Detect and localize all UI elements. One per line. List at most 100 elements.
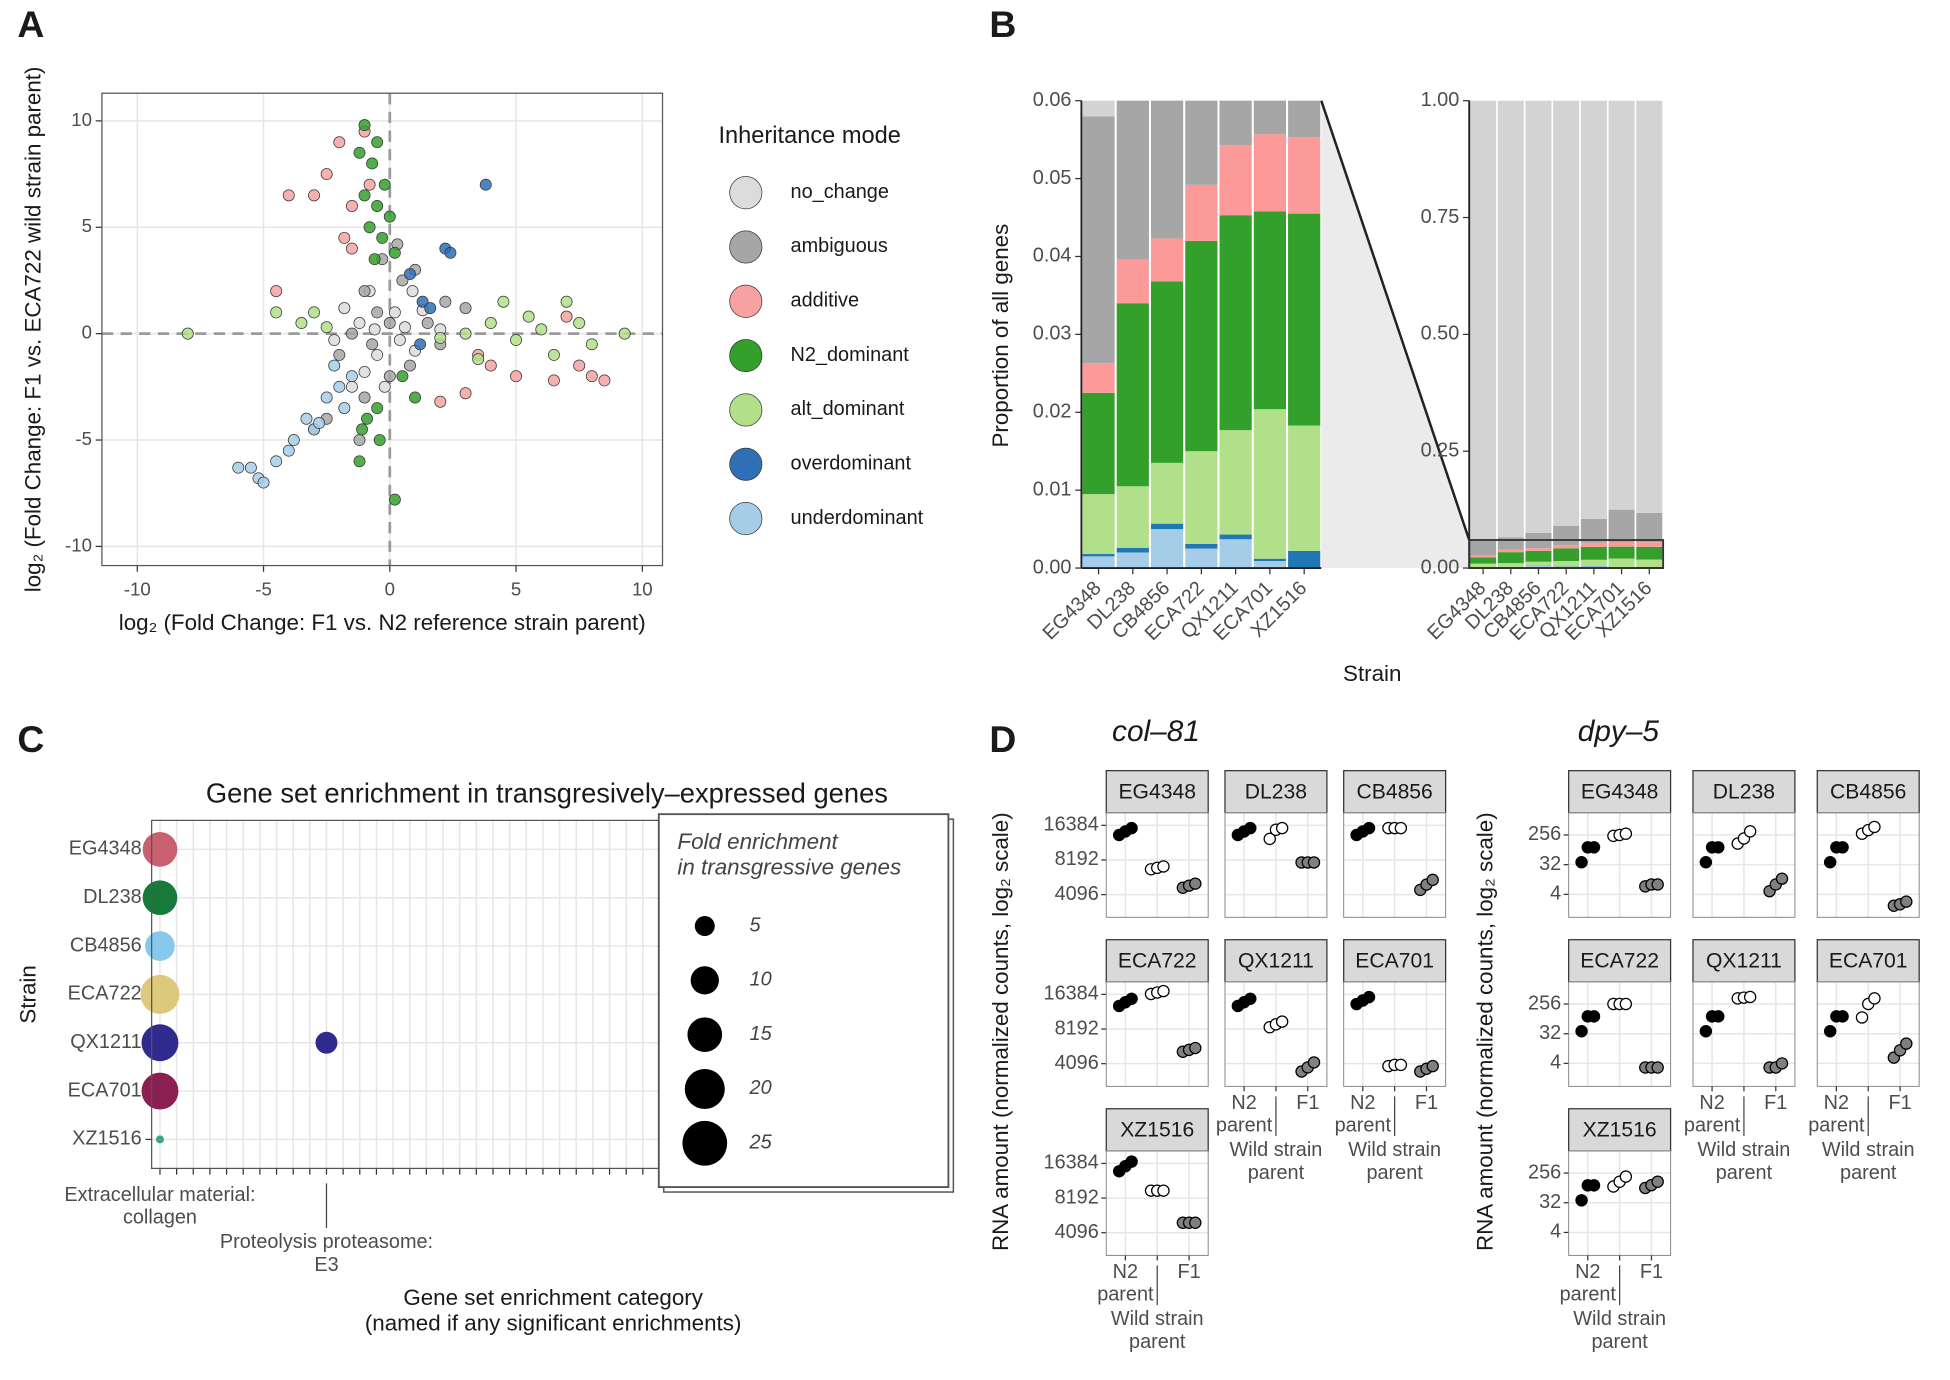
y-tick-label: 4096 bbox=[1055, 883, 1099, 905]
point bbox=[424, 302, 437, 315]
legend-label: no_change bbox=[791, 181, 889, 203]
bar-segment bbox=[1497, 100, 1524, 538]
legend-label: 5 bbox=[750, 914, 762, 936]
point bbox=[1775, 872, 1789, 885]
text-line: parent bbox=[1591, 1331, 1648, 1353]
y-tick-label: 10 bbox=[71, 109, 92, 130]
bar-segment bbox=[1116, 259, 1149, 304]
bar-segment bbox=[1219, 430, 1252, 535]
point bbox=[459, 302, 472, 315]
text-line: N2 bbox=[1824, 1092, 1849, 1114]
text-line: parent bbox=[1808, 1115, 1865, 1137]
facet-strip bbox=[1343, 939, 1447, 983]
y-tick-label: 8192 bbox=[1055, 1186, 1099, 1208]
facet-strip bbox=[1224, 939, 1328, 983]
text-line: N2 bbox=[1699, 1092, 1724, 1114]
point bbox=[345, 327, 358, 340]
point bbox=[1157, 1184, 1170, 1197]
point bbox=[585, 338, 598, 351]
point bbox=[1775, 1057, 1789, 1070]
point bbox=[1575, 855, 1588, 869]
y-tick-label: 0.00 bbox=[1421, 556, 1460, 578]
point bbox=[1868, 992, 1881, 1005]
point bbox=[1823, 1025, 1837, 1038]
bar-segment bbox=[1580, 518, 1607, 543]
bar-segment bbox=[1470, 100, 1497, 541]
bar-segment bbox=[1082, 363, 1115, 393]
y-tick-label: 32 bbox=[1539, 1022, 1561, 1044]
bar-segment bbox=[1116, 547, 1149, 553]
x-tick-label: F1 bbox=[1415, 1092, 1438, 1114]
y-tick-label: 0.75 bbox=[1421, 206, 1460, 228]
point bbox=[371, 200, 384, 212]
x-tick-label: Proteolysis proteasome: E3 bbox=[220, 1231, 433, 1276]
point bbox=[1157, 860, 1170, 873]
point bbox=[1651, 1061, 1664, 1074]
x-tick-label: 5 bbox=[511, 578, 521, 599]
legend-swatch bbox=[729, 339, 763, 373]
text-line: parent bbox=[1560, 1284, 1617, 1306]
text-line: collagen bbox=[123, 1207, 197, 1229]
point bbox=[1307, 1056, 1321, 1069]
point bbox=[535, 323, 548, 336]
legend-label: ambiguous bbox=[791, 235, 888, 257]
point bbox=[257, 476, 270, 489]
point bbox=[142, 880, 178, 916]
point bbox=[1426, 873, 1439, 887]
point bbox=[282, 189, 295, 202]
point bbox=[414, 338, 427, 351]
point bbox=[353, 434, 366, 446]
text-line: parent bbox=[1366, 1162, 1423, 1184]
point bbox=[1307, 856, 1321, 869]
point bbox=[396, 370, 409, 383]
x-tick-label: N2 parent bbox=[1216, 1092, 1273, 1137]
point bbox=[320, 168, 333, 181]
bar-segment bbox=[1636, 542, 1663, 547]
point bbox=[393, 334, 406, 346]
point bbox=[1125, 992, 1138, 1006]
y-tick-label: DL238 bbox=[83, 886, 142, 908]
y-tick-label: 32 bbox=[1539, 853, 1561, 875]
y-tick-label: 16384 bbox=[1044, 983, 1099, 1005]
y-tick-label: 16384 bbox=[1044, 1152, 1099, 1174]
point bbox=[421, 317, 434, 329]
x-tick-label: F1 bbox=[1640, 1261, 1663, 1283]
point bbox=[1426, 1059, 1439, 1073]
plot-border bbox=[1692, 812, 1796, 918]
point bbox=[396, 274, 409, 287]
y-tick-label: 256 bbox=[1528, 992, 1561, 1014]
bar-segment bbox=[1608, 509, 1635, 543]
bar-segment bbox=[1253, 558, 1287, 562]
bar-segment bbox=[1553, 100, 1580, 526]
panel-label: C bbox=[17, 718, 44, 760]
point bbox=[1712, 841, 1725, 854]
y-axis-label: log₂ (Fold Change: F1 vs. ECA722 wild st… bbox=[21, 67, 46, 593]
text-line: parent bbox=[1716, 1162, 1773, 1184]
plot-border bbox=[101, 92, 664, 567]
bar-segment bbox=[1470, 555, 1497, 558]
bar-segment bbox=[1253, 409, 1287, 559]
plot-border bbox=[1816, 812, 1920, 918]
y-tick-label: XZ1516 bbox=[72, 1128, 142, 1150]
point bbox=[484, 317, 497, 329]
y-tick-label: 0.02 bbox=[1033, 401, 1072, 423]
bar-segment bbox=[1525, 100, 1552, 533]
facet-label: CB4856 bbox=[1830, 781, 1906, 804]
zoom-connector bbox=[1321, 100, 1470, 569]
legend-size-swatch bbox=[687, 1017, 723, 1053]
point bbox=[333, 380, 346, 393]
y-tick-label: CB4856 bbox=[70, 934, 142, 956]
legend-swatch bbox=[729, 393, 763, 427]
point bbox=[1619, 827, 1633, 840]
y-tick-label: 16384 bbox=[1044, 814, 1099, 836]
point bbox=[315, 1031, 338, 1054]
legend-title: Fold enrichment in transgressive genes bbox=[677, 829, 901, 880]
legend-swatch bbox=[729, 230, 763, 264]
bar-segment bbox=[1185, 451, 1218, 544]
bar-segment bbox=[1525, 550, 1552, 562]
point bbox=[1244, 992, 1257, 1006]
y-tick-label: 32 bbox=[1539, 1191, 1561, 1213]
bar-segment bbox=[1185, 184, 1218, 241]
facet-label: XZ1516 bbox=[1583, 1119, 1657, 1142]
